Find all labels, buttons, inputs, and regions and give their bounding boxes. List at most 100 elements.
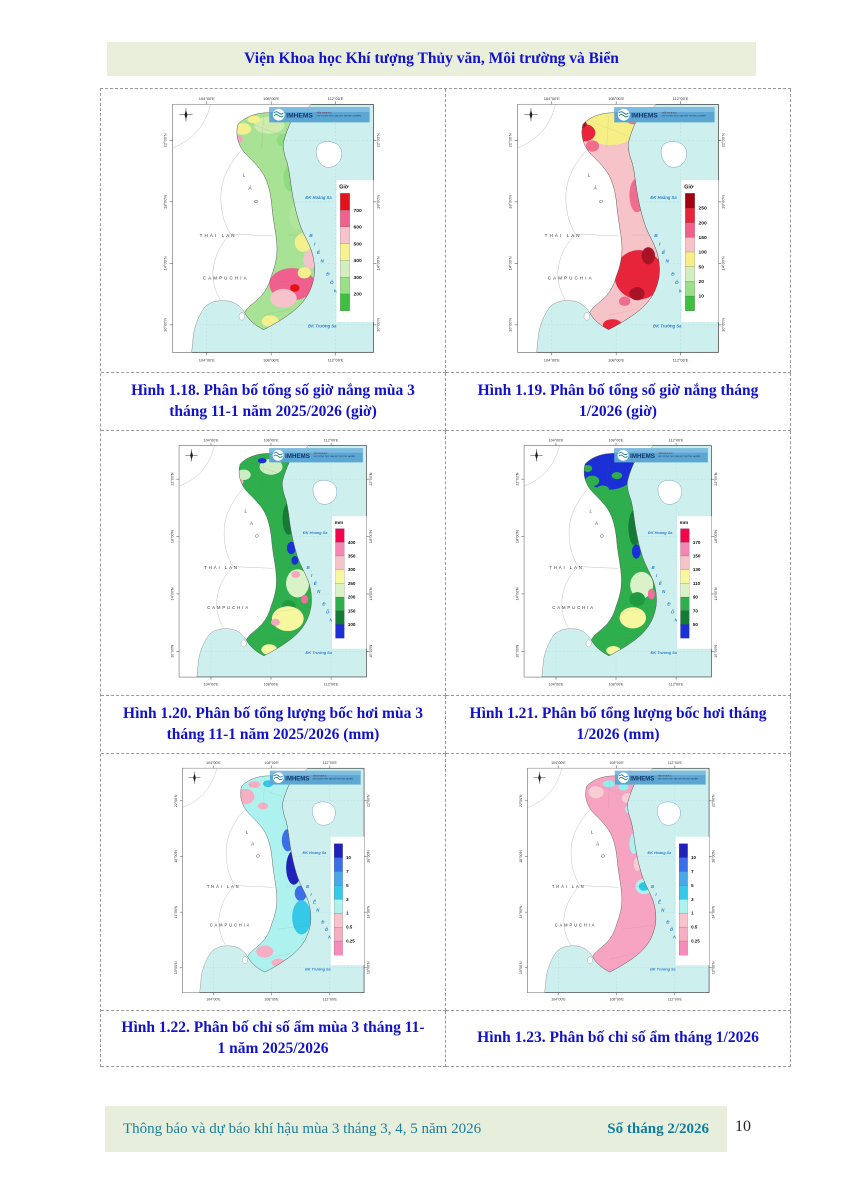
svg-text:7: 7 (691, 869, 694, 874)
svg-text:14°00'N: 14°00'N (163, 256, 168, 270)
svg-text:I: I (311, 573, 313, 578)
svg-text:104°00'E: 104°00'E (551, 761, 566, 765)
legend: mm 400 350 300 250 200 150 100 (332, 516, 367, 649)
phu-quoc-island (587, 956, 593, 964)
svg-text:I: I (655, 892, 657, 897)
svg-text:14°00'N: 14°00'N (720, 256, 725, 270)
legend-title: mm (335, 521, 344, 526)
svg-text:N: N (317, 589, 321, 594)
axis-ticks (514, 101, 722, 356)
svg-text:22°00'N: 22°00'N (516, 472, 520, 485)
legend-title: Giờ (339, 185, 348, 191)
label-cambodia: CAMPUCHIA (203, 276, 249, 281)
caption-hinh-1-22: Hình 1.22. Phân bố chỉ số ẩm mùa 3 tháng… (101, 1011, 446, 1067)
svg-text:22°00'N: 22°00'N (174, 794, 178, 807)
svg-text:112°00'E: 112°00'E (667, 998, 682, 1002)
svg-text:112°00'E: 112°00'E (673, 96, 689, 101)
label-spratly: ĐK Trường Sa (653, 324, 682, 329)
svg-text:I: I (310, 892, 312, 897)
axis-labels: 104°00'E 104°00'E 108°00'E 108°00'E 112°00'E… (171, 438, 374, 686)
svg-text:KHÍ TƯỢNG THỦY VĂN, MÔI TRƯỜNG: KHÍ TƯỢNG THỦY VĂN, MÔI TRƯỜNG VÀ BIỂN (657, 777, 698, 780)
svg-text:108°00'E: 108°00'E (608, 96, 624, 101)
svg-text:100: 100 (698, 250, 706, 256)
page-footer: Thông báo và dự báo khí hậu mùa 3 tháng … (105, 1106, 727, 1152)
axis-labels: 104°00'E 104°00'E 108°00'E 108°00'E 112°00'E… (174, 761, 371, 1002)
svg-text:À: À (247, 185, 251, 192)
svg-text:10: 10 (346, 855, 351, 860)
svg-text:18°00'N: 18°00'N (375, 195, 380, 209)
svg-text:N: N (321, 259, 325, 265)
svg-text:10°00'N: 10°00'N (714, 644, 718, 657)
svg-text:VIỆN KHOA HỌC: VIỆN KHOA HỌC (312, 774, 327, 777)
svg-text:22°00'N: 22°00'N (366, 794, 370, 807)
svg-text:112°00'E: 112°00'E (324, 438, 339, 442)
svg-text:KHÍ TƯỢNG THỦY VĂN, MÔI TRƯỜNG: KHÍ TƯỢNG THỦY VĂN, MÔI TRƯỜNG VÀ BIỂN (314, 455, 356, 458)
svg-text:108°00'E: 108°00'E (609, 438, 624, 442)
svg-text:18°00'N: 18°00'N (711, 850, 715, 863)
svg-text:350: 350 (348, 554, 356, 559)
svg-text:10°00'N: 10°00'N (366, 961, 370, 974)
hainan-island (656, 801, 681, 826)
svg-text:200: 200 (698, 221, 706, 227)
axis-ticks (524, 765, 712, 996)
axis-ticks (179, 765, 367, 996)
svg-text:10°00'N: 10°00'N (369, 644, 373, 657)
label-thailand: THÁI LAN (545, 232, 582, 238)
hainan-island (311, 801, 336, 826)
caption-hinh-1-23: Hình 1.23. Phân bố chỉ số ẩm tháng 1/202… (446, 1011, 791, 1067)
svg-text:14°00'N: 14°00'N (171, 587, 175, 600)
svg-text:14°00'N: 14°00'N (366, 905, 370, 918)
hainan-island (657, 479, 683, 505)
svg-text:300: 300 (348, 567, 356, 572)
svg-text:400: 400 (353, 258, 361, 264)
svg-text:22°00'N: 22°00'N (508, 133, 513, 147)
svg-text:10: 10 (698, 294, 704, 300)
svg-text:L: L (243, 173, 246, 179)
svg-text:À: À (594, 520, 598, 526)
label-thailand: THÁI LAN (200, 232, 237, 238)
svg-text:Ô: Ô (671, 607, 675, 614)
svg-text:18°00'N: 18°00'N (508, 195, 513, 209)
label-cambodia: CAMPUCHIA (552, 605, 595, 610)
svg-text:108°00'E: 108°00'E (609, 682, 624, 686)
svg-text:KHÍ TƯỢNG THỦY VĂN, MÔI TRƯỜNG: KHÍ TƯỢNG THỦY VĂN, MÔI TRƯỜNG VÀ BIỂN (659, 455, 701, 458)
svg-text:104°00'E: 104°00'E (551, 998, 566, 1002)
svg-text:IMHEMS: IMHEMS (630, 776, 654, 782)
label-cambodia: CAMPUCHIA (209, 923, 251, 928)
svg-text:104°00'E: 104°00'E (549, 438, 564, 442)
svg-text:50: 50 (698, 265, 704, 271)
svg-text:112°00'E: 112°00'E (328, 96, 344, 101)
svg-text:Ể: Ể (313, 899, 316, 904)
svg-text:150: 150 (693, 554, 701, 559)
svg-text:VIỆN KHOA HỌC: VIỆN KHOA HỌC (662, 112, 678, 115)
svg-text:L: L (591, 829, 594, 834)
svg-text:Đ: Đ (666, 919, 669, 924)
svg-text:104°00'E: 104°00'E (544, 96, 560, 101)
svg-text:10°00'N: 10°00'N (174, 961, 178, 974)
svg-text:112°00'E: 112°00'E (669, 438, 684, 442)
svg-text:18°00'N: 18°00'N (163, 195, 168, 209)
svg-text:18°00'N: 18°00'N (720, 195, 725, 209)
svg-text:0.5: 0.5 (691, 924, 698, 929)
svg-text:N: N (666, 259, 670, 265)
svg-text:14°00'N: 14°00'N (369, 587, 373, 600)
svg-text:130: 130 (693, 567, 701, 572)
label-paracel: ĐK Hoàng Sa (302, 851, 326, 855)
svg-text:10°00'N: 10°00'N (519, 961, 523, 974)
svg-text:IMHEMS: IMHEMS (631, 113, 658, 120)
svg-text:112°00'E: 112°00'E (667, 761, 682, 765)
svg-text:104°00'E: 104°00'E (204, 682, 219, 686)
svg-text:108°00'E: 108°00'E (264, 761, 279, 765)
svg-text:112°00'E: 112°00'E (669, 682, 684, 686)
svg-text:112°00'E: 112°00'E (322, 761, 337, 765)
svg-text:22°00'N: 22°00'N (369, 472, 373, 485)
svg-text:10°00'N: 10°00'N (163, 318, 168, 332)
